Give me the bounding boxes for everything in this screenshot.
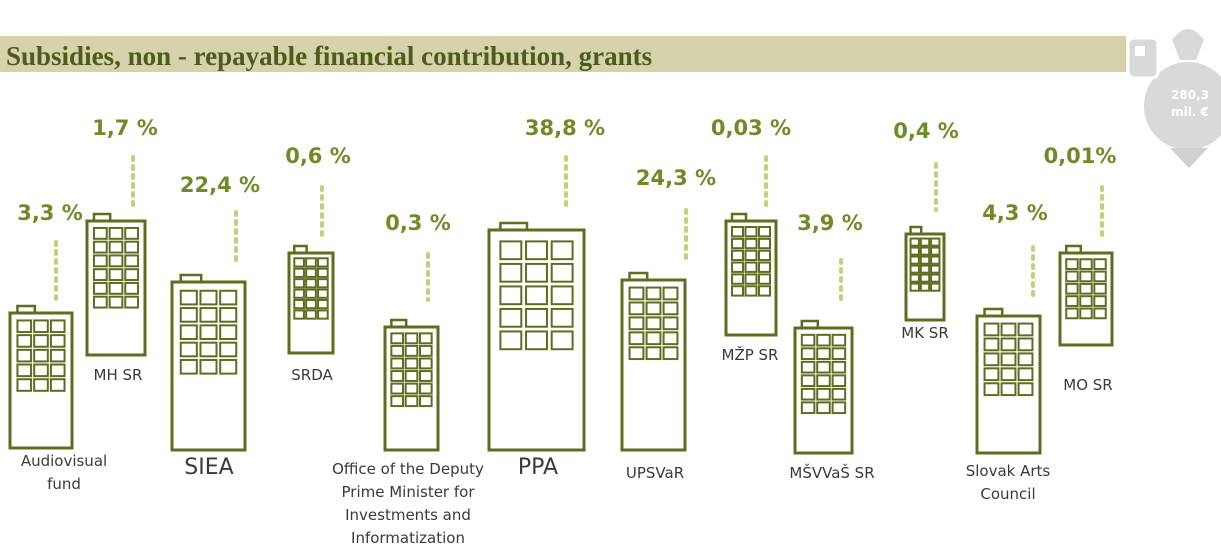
building-label: SIEA xyxy=(184,455,233,480)
building-body xyxy=(622,280,685,450)
building-label: MŽP SR xyxy=(722,345,779,364)
building-label: PPA xyxy=(518,455,558,480)
building xyxy=(10,306,72,448)
share-percent: 24,3 % xyxy=(636,166,716,190)
building-label: Audiovisual xyxy=(21,452,107,470)
building-label: MO SR xyxy=(1063,376,1112,394)
share-percent: 22,4 % xyxy=(180,173,260,197)
building-label: Slovak Arts xyxy=(966,462,1051,480)
building xyxy=(489,223,584,450)
building-body xyxy=(795,328,852,453)
share-percent: 38,8 % xyxy=(525,116,605,140)
building xyxy=(726,214,776,335)
building-body xyxy=(977,316,1040,453)
share-percent: 4,3 % xyxy=(982,201,1048,225)
building-label: MK SR xyxy=(901,324,949,342)
share-percent: 0,03 % xyxy=(711,116,791,140)
building-label: Office of the Deputy xyxy=(332,460,484,478)
building-label: SRDA xyxy=(291,366,333,384)
building-body xyxy=(10,313,72,448)
building-label: Prime Minister for xyxy=(342,483,476,501)
badge-unit: mil. € xyxy=(1171,105,1209,119)
share-percent: 0,4 % xyxy=(893,119,959,143)
building xyxy=(385,320,438,450)
share-percent: 3,3 % xyxy=(17,201,83,225)
title: Subsidies, non - repayable financial con… xyxy=(6,41,652,71)
building xyxy=(795,321,852,453)
building xyxy=(622,273,685,450)
share-percent: 1,7 % xyxy=(92,116,158,140)
building xyxy=(977,309,1040,453)
building xyxy=(289,246,333,353)
building-label: Council xyxy=(980,485,1035,503)
badge-amount: 280,3 xyxy=(1171,88,1209,102)
share-percent: 0,6 % xyxy=(285,144,351,168)
infographic: Subsidies, non - repayable financial con… xyxy=(0,0,1221,547)
building xyxy=(906,227,944,320)
building xyxy=(87,214,145,355)
building xyxy=(1060,246,1112,345)
building-label: UPSVaR xyxy=(626,464,684,482)
share-percent: 0,01% xyxy=(1044,144,1117,168)
building-label: Investments and xyxy=(345,506,471,524)
building-label: Informatization xyxy=(351,529,465,547)
building-label: fund xyxy=(47,475,81,493)
building-label: MŠVVaŠ SR xyxy=(789,463,874,482)
building-label: MH SR xyxy=(94,366,143,384)
share-percent: 0,3 % xyxy=(385,211,451,235)
building-body xyxy=(1060,253,1112,345)
page: Subsidies, non - repayable financial con… xyxy=(0,0,1221,547)
building xyxy=(172,275,245,450)
share-percent: 3,9 % xyxy=(797,211,863,235)
